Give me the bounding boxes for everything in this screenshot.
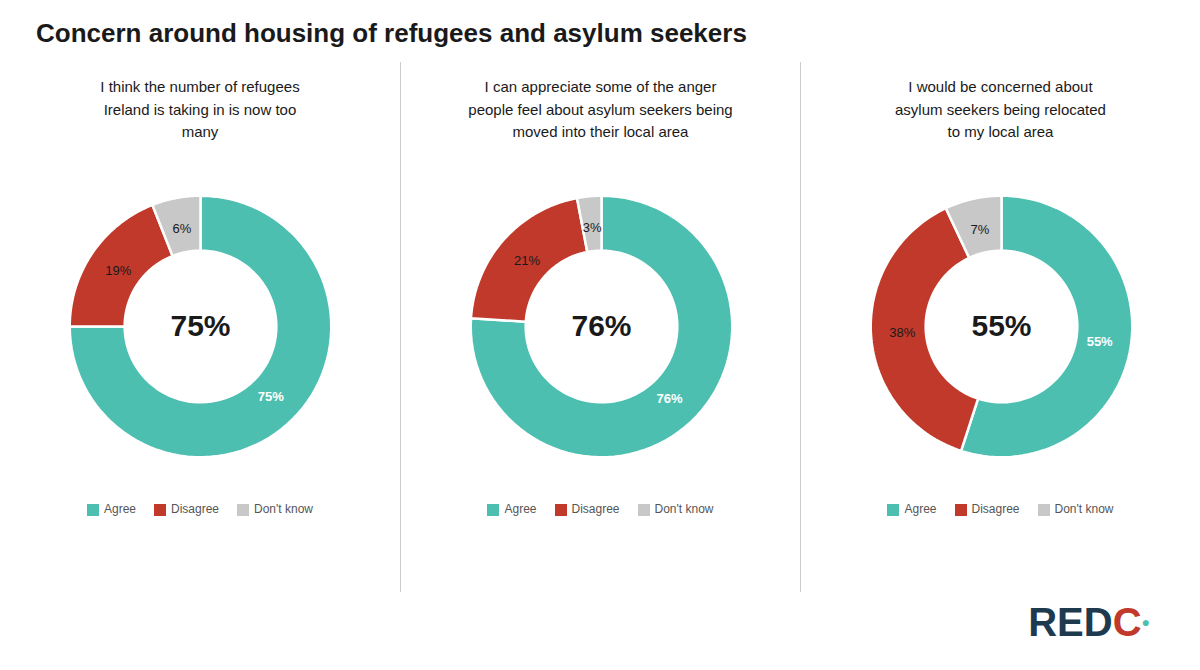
svg-text:21%: 21% <box>513 253 539 268</box>
html-text:Don't know: Don't know <box>654 502 714 516</box>
html-text:Agree: Agree <box>904 502 937 516</box>
html-text:Disagree: Disagree <box>571 502 620 516</box>
svg-text:6%: 6% <box>172 221 191 236</box>
html-text:I think the number of refugees: I think the number of refugees Ireland i… <box>100 78 300 140</box>
svg-text:75%: 75% <box>258 389 284 404</box>
html-text:Concern around housing of refu: Concern around housing of refugees and a… <box>36 18 747 48</box>
html-text:RED C: RED C <box>1028 599 1142 644</box>
html-text:I would be concerned about asy: I would be concerned about asylum seeker… <box>895 78 1106 140</box>
html-text:Don't know: Don't know <box>1054 502 1114 516</box>
svg-text:19%: 19% <box>105 263 131 278</box>
svg-text:55%: 55% <box>1086 334 1112 349</box>
html-text:Disagree: Disagree <box>171 502 219 516</box>
html-text:Agree: Agree <box>104 502 136 516</box>
svg-text:7%: 7% <box>970 222 989 237</box>
svg-text:3%: 3% <box>582 220 601 235</box>
svg-text:75%: 75% <box>170 309 230 342</box>
html-text:Disagree: Disagree <box>971 502 1020 516</box>
html-text:Don't know: Don't know <box>254 502 313 516</box>
svg-text:38%: 38% <box>889 325 915 340</box>
html-text:I can appreciate some of the a: I can appreciate some of the anger peopl… <box>468 78 733 140</box>
svg-text:55%: 55% <box>971 309 1031 342</box>
svg-text:76%: 76% <box>571 309 631 342</box>
html-text:Agree: Agree <box>504 502 537 516</box>
svg-text:76%: 76% <box>656 391 682 406</box>
